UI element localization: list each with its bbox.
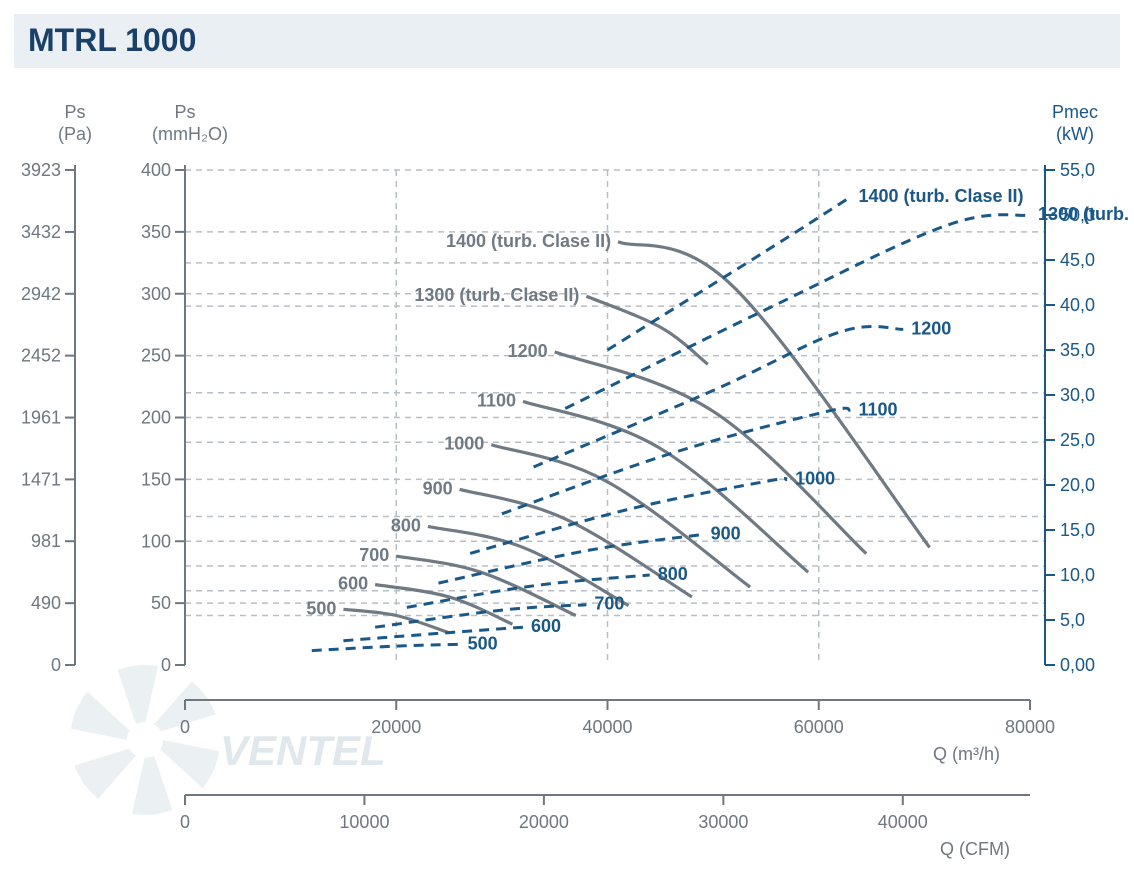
tick-pmec: 40,0 (1060, 295, 1095, 315)
tick-pa: 0 (51, 655, 61, 675)
axis-title-mm: Ps (174, 102, 195, 122)
ps-curve-label: 700 (359, 545, 389, 565)
axis-title-pmec2: (kW) (1056, 124, 1094, 144)
tick-pmec: 0,00 (1060, 655, 1095, 675)
tick-mm: 100 (141, 531, 171, 551)
ps-curve-label: 1400 (turb. Clase II) (446, 231, 611, 251)
tick-cfm: 30000 (698, 812, 748, 832)
ps-curve-label: 500 (306, 598, 336, 618)
svg-text:VENTEL: VENTEL (220, 727, 386, 774)
pmec-curve-label: 600 (531, 616, 561, 636)
tick-q: 60000 (794, 717, 844, 737)
tick-mm: 400 (141, 160, 171, 180)
tick-pmec: 35,0 (1060, 340, 1095, 360)
tick-pmec: 15,0 (1060, 520, 1095, 540)
ps-curve-label: 1300 (turb. Clase II) (414, 285, 579, 305)
tick-mm: 300 (141, 284, 171, 304)
ps-curve-label: 1100 (477, 390, 516, 410)
tick-mm: 200 (141, 408, 171, 428)
axis-title-mm2: (mmH₂O) (152, 124, 228, 144)
tick-cfm: 40000 (878, 812, 928, 832)
tick-pa: 490 (31, 593, 61, 613)
tick-cfm: 20000 (519, 812, 569, 832)
tick-mm: 350 (141, 222, 171, 242)
axis-title-cfm: Q (CFM) (940, 839, 1010, 859)
tick-pa: 1471 (21, 469, 61, 489)
tick-q: 80000 (1005, 717, 1055, 737)
pmec-curve (312, 644, 460, 650)
pmec-curve-label: 800 (658, 564, 688, 584)
tick-mm: 0 (161, 655, 171, 675)
pmec-curve (608, 197, 851, 350)
tick-cfm: 0 (180, 812, 190, 832)
tick-mm: 50 (151, 593, 171, 613)
tick-q: 20000 (371, 717, 421, 737)
ps-curve-label: 800 (391, 515, 421, 535)
ps-curve (618, 242, 930, 548)
pmec-curve-label: 1300 (turb. Clase II) (1038, 204, 1134, 224)
tick-pmec: 55,0 (1060, 160, 1095, 180)
tick-pa: 3432 (21, 222, 61, 242)
tick-pa: 3923 (21, 160, 61, 180)
ps-curve-label: 1200 (508, 341, 548, 361)
tick-pa: 1961 (21, 408, 61, 428)
tick-pa: 981 (31, 531, 61, 551)
tick-mm: 250 (141, 346, 171, 366)
tick-pmec: 10,0 (1060, 565, 1095, 585)
pmec-curve-label: 1100 (858, 399, 897, 419)
ps-curve-label: 900 (423, 478, 453, 498)
ps-curve-label: 1000 (444, 434, 484, 454)
pmec-curve-label: 700 (594, 594, 624, 614)
pmec-curve-label: 1400 (turb. Clase II) (858, 186, 1023, 206)
pmec-curve-label: 1200 (911, 318, 951, 338)
tick-pa: 2452 (21, 346, 61, 366)
axis-title-pa: Ps (64, 102, 85, 122)
tick-pa: 2942 (21, 284, 61, 304)
tick-q: 40000 (582, 717, 632, 737)
ps-curve-label: 600 (338, 574, 368, 594)
pmec-curve-label: 500 (468, 633, 498, 653)
tick-mm: 150 (141, 469, 171, 489)
axis-title-pmec: Pmec (1052, 102, 1098, 122)
tick-pmec: 25,0 (1060, 430, 1095, 450)
tick-pmec: 30,0 (1060, 385, 1095, 405)
tick-pmec: 5,0 (1060, 610, 1085, 630)
tick-cfm: 10000 (339, 812, 389, 832)
tick-pmec: 20,0 (1060, 475, 1095, 495)
pmec-curve-label: 1000 (795, 469, 835, 489)
fan-performance-chart: VENTEL0490981147119612452294234323923Ps(… (0, 0, 1134, 894)
axis-title-q: Q (m³/h) (933, 744, 1000, 764)
pmec-curve-label: 900 (711, 524, 741, 544)
axis-title-pa2: (Pa) (58, 124, 92, 144)
tick-pmec: 45,0 (1060, 250, 1095, 270)
tick-q: 0 (180, 717, 190, 737)
